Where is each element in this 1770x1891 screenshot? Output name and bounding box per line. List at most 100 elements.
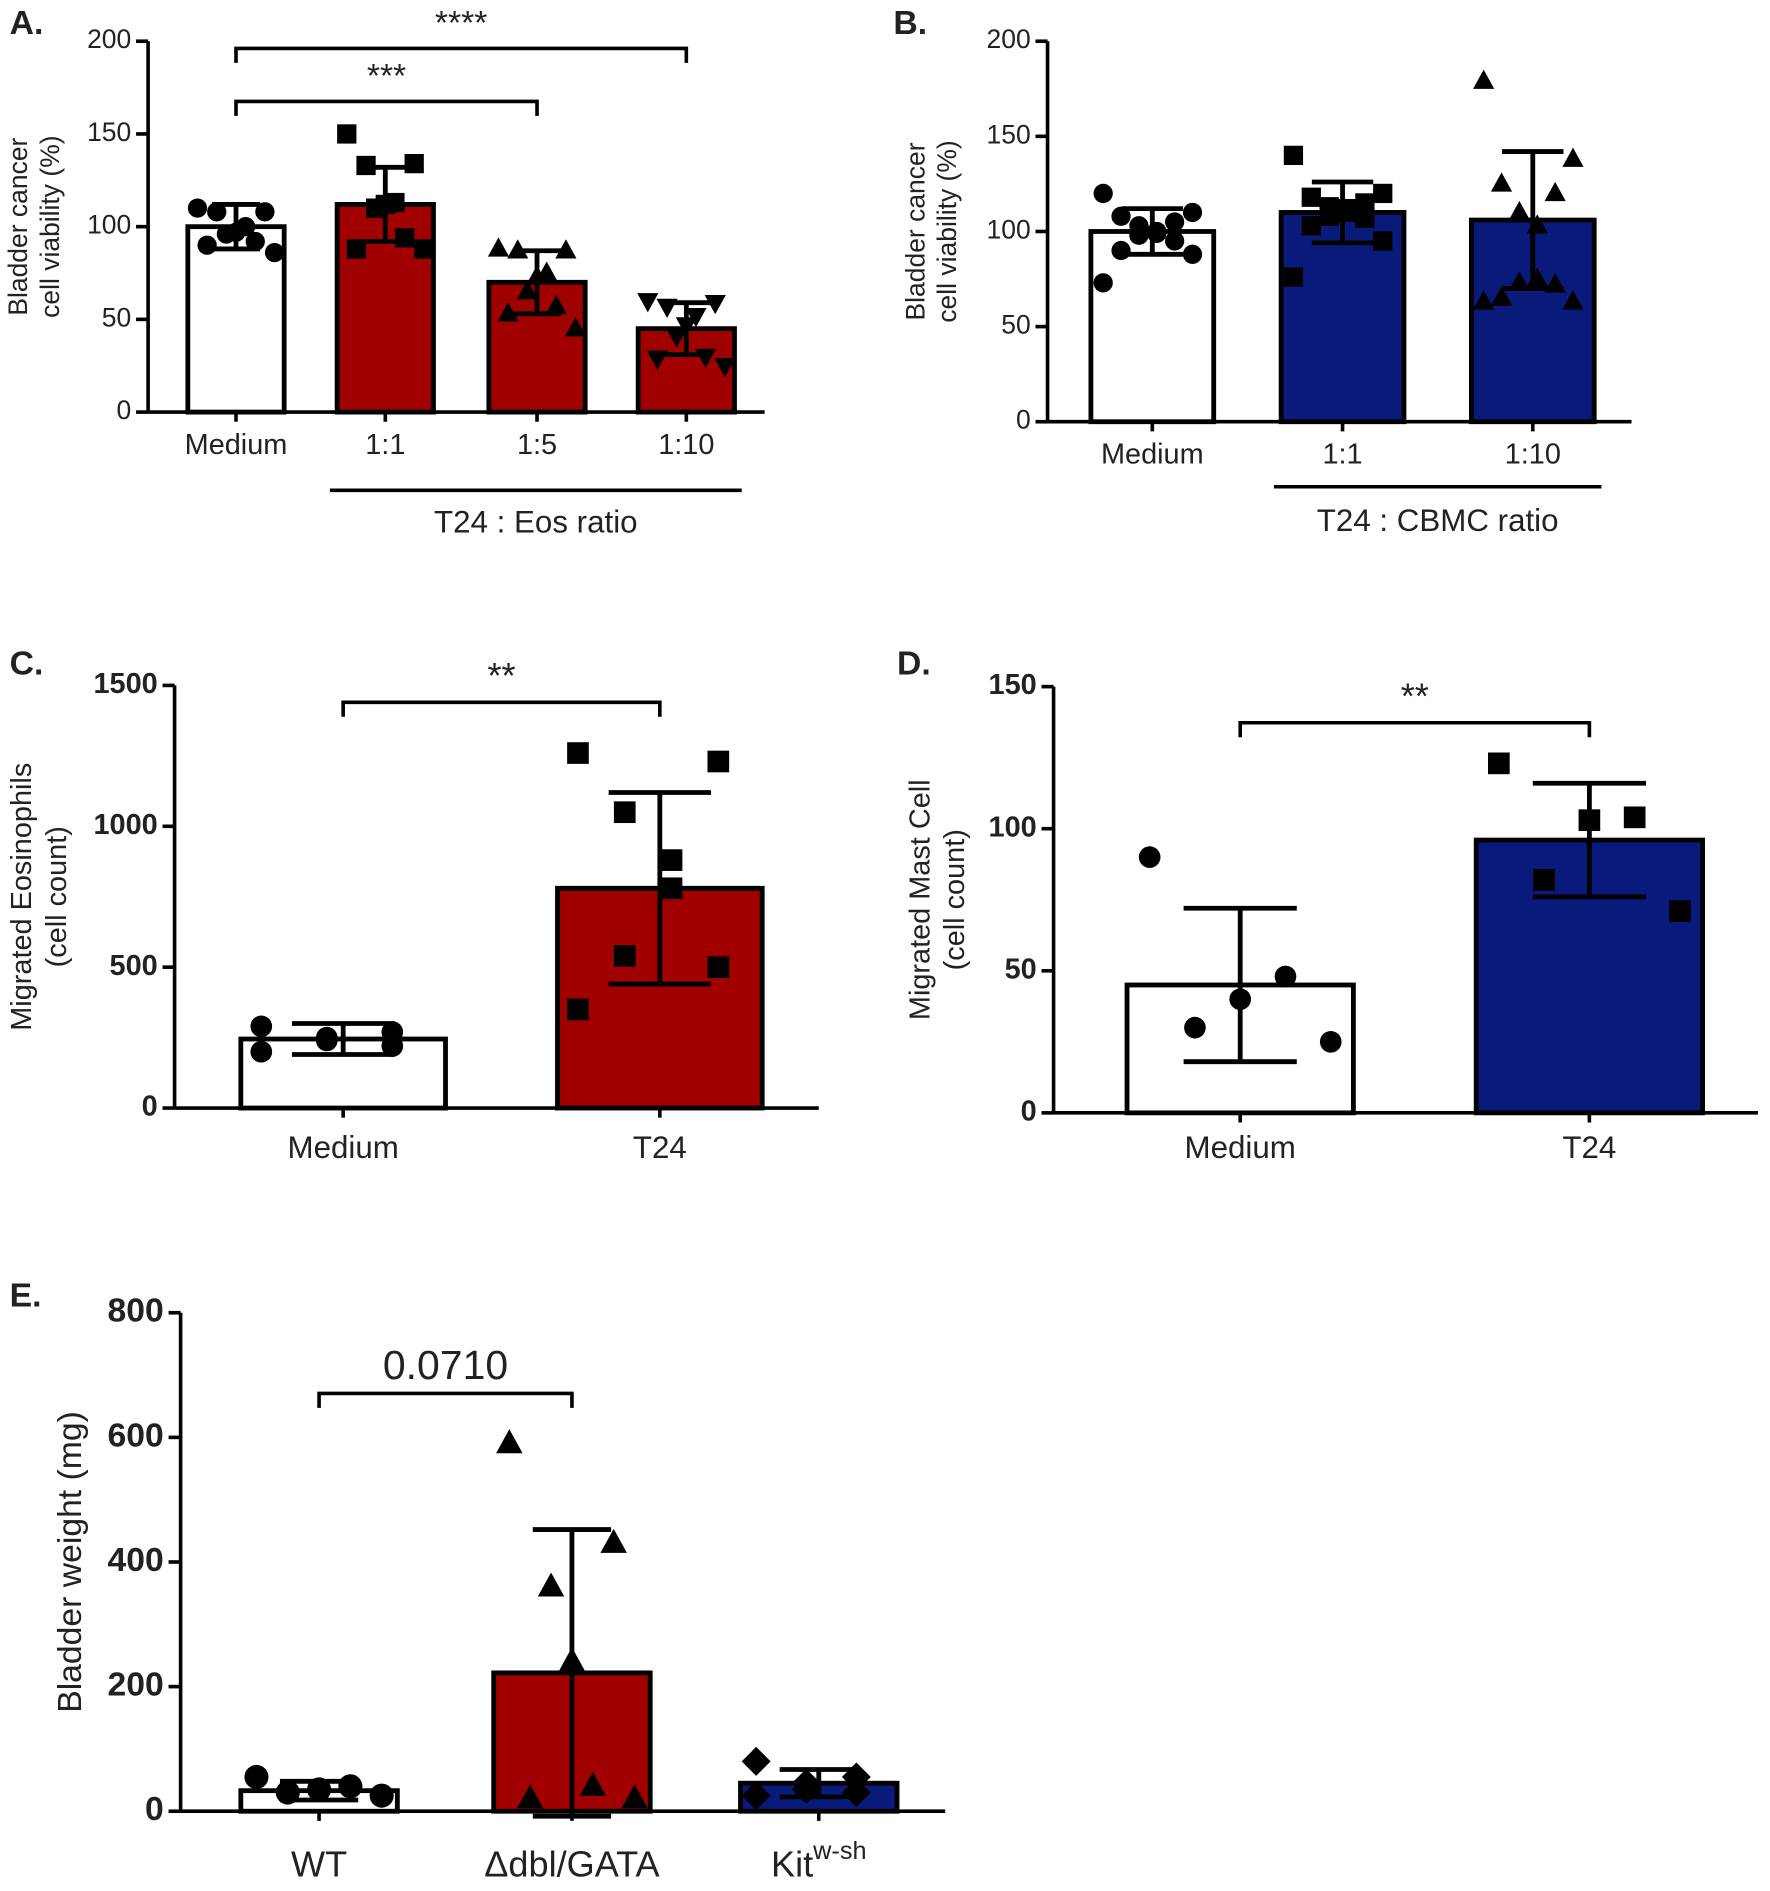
x-tick-label: T24: [1562, 1130, 1616, 1165]
data-point: [741, 1746, 771, 1776]
data-point: [555, 239, 577, 259]
y-tick-label: 100: [987, 214, 1031, 244]
data-point: [207, 202, 227, 222]
data-point: [356, 155, 376, 176]
category-name: 1:10: [658, 428, 714, 460]
category-name: Medium: [1101, 438, 1204, 470]
x-tick-label: 1:1: [1322, 438, 1362, 470]
y-axis-label: (cell count): [41, 826, 73, 967]
data-point: [1147, 223, 1167, 244]
data-point: [1274, 965, 1297, 988]
data-point: [1283, 145, 1304, 166]
y-axis-label: Migrated Mast Cell: [904, 779, 936, 1020]
y-tick-label: 200: [108, 1666, 164, 1704]
data-point: [1578, 809, 1601, 832]
y-tick-label: 0: [145, 1790, 164, 1828]
significance-label: **: [1401, 675, 1429, 716]
data-point: [315, 1029, 338, 1052]
data-point: [1138, 846, 1161, 868]
data-point: [558, 1647, 586, 1672]
category-name: Medium: [288, 1130, 399, 1165]
x-tick-label: 1:10: [1505, 438, 1561, 470]
data-point: [637, 293, 659, 313]
x-tick-label: T24: [633, 1130, 687, 1165]
category-name: 1:1: [1322, 438, 1362, 470]
category-name: T24: [633, 1130, 687, 1165]
y-tick-label: 150: [987, 119, 1031, 149]
data-point: [841, 1778, 871, 1807]
y-axis-label: cell viability (%): [35, 135, 65, 317]
data-point: [613, 945, 636, 967]
panel-label: D.: [897, 645, 931, 683]
data-point: [537, 1572, 565, 1597]
data-point: [675, 317, 697, 337]
data-point: [1111, 240, 1131, 261]
data-point: [1283, 267, 1304, 287]
data-point: [1093, 183, 1113, 204]
data-point: [187, 198, 208, 218]
y-tick-label: 0: [142, 1091, 158, 1123]
y-axis-label: (cell count): [939, 829, 971, 970]
data-point: [394, 228, 415, 248]
category-name: Medium: [185, 428, 288, 460]
data-point: [1490, 286, 1513, 306]
data-point: [791, 1774, 821, 1804]
data-point: [1319, 1030, 1342, 1053]
panel-label: A.: [10, 4, 44, 42]
data-point: [1165, 231, 1185, 251]
category-name: T24: [1562, 1130, 1616, 1165]
data-point: [567, 998, 589, 1021]
data-point: [516, 280, 538, 300]
y-axis-label: cell viability (%): [932, 140, 962, 322]
data-point: [707, 750, 730, 773]
category-name: Medium: [1185, 1130, 1296, 1165]
data-point: [694, 348, 717, 369]
data-point: [250, 1015, 273, 1038]
data-point: [1129, 225, 1149, 245]
data-point: [264, 242, 285, 263]
y-tick-label: 800: [108, 1292, 164, 1330]
data-point: [507, 239, 529, 259]
y-axis-label: Bladder cancer: [900, 142, 930, 320]
x-tick-label: 1:5: [517, 428, 557, 460]
data-point: [1301, 187, 1321, 207]
y-tick-label: 500: [110, 950, 158, 982]
data-point: [1373, 231, 1393, 251]
data-point: [526, 265, 548, 285]
panel-label: B.: [893, 4, 927, 42]
x-tick-label: Δdbl/GATA: [484, 1843, 660, 1884]
y-tick-label: 100: [989, 811, 1037, 843]
data-point: [216, 224, 236, 244]
y-tick-label: 400: [108, 1541, 164, 1579]
y-tick-label: 200: [987, 24, 1031, 54]
y-tick-label: 50: [102, 302, 131, 332]
y-axis-label: Migrated Eosinophils: [6, 763, 38, 1031]
data-point: [660, 849, 683, 871]
significance-bracket: [317, 1391, 574, 1408]
data-point: [613, 801, 636, 824]
data-point: [656, 298, 678, 318]
data-point: [1562, 147, 1584, 167]
data-point: [414, 239, 434, 259]
y-tick-label: 0: [117, 395, 132, 425]
data-point: [1355, 193, 1375, 213]
data-point: [369, 1783, 394, 1808]
x-tick-label: Medium: [1185, 1130, 1296, 1165]
data-point: [381, 1035, 404, 1057]
x-tick-label: 1:10: [658, 428, 714, 460]
y-axis-label: Bladder cancer: [3, 137, 33, 315]
significance-label: **: [487, 655, 515, 696]
data-point: [338, 1774, 363, 1799]
data-point: [841, 1762, 871, 1792]
data-point: [1111, 206, 1131, 226]
data-point: [707, 956, 730, 979]
significance-bracket: [341, 700, 662, 717]
data-point: [1508, 271, 1530, 291]
data-point: [1544, 181, 1566, 202]
category-name: Kit: [771, 1843, 813, 1884]
data-point: [1165, 212, 1185, 232]
group-label: T24 : Eos ratio: [434, 504, 638, 539]
panel-label: E.: [10, 1277, 42, 1315]
data-point: [660, 877, 683, 900]
